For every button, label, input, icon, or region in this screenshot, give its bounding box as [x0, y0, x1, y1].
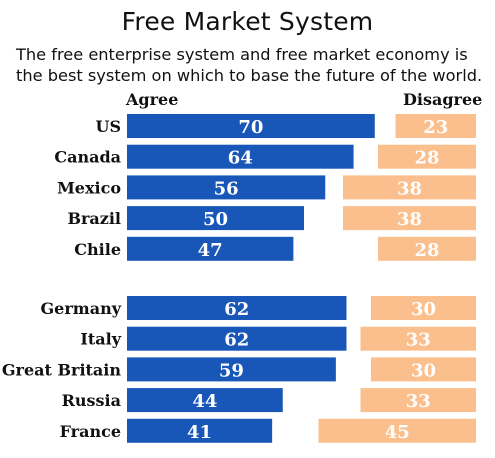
agree-value-france: 41 [187, 422, 212, 443]
category-label-chile: Chile [74, 240, 121, 259]
agree-value-russia: 44 [192, 391, 217, 412]
agree-bar-mexico [127, 175, 326, 200]
disagree-value-russia: 33 [406, 391, 431, 412]
agree-column-header: Agree [126, 90, 179, 109]
disagree-value-mexico: 38 [397, 178, 422, 199]
disagree-value-france: 45 [385, 422, 410, 443]
disagree-value-canada: 28 [414, 148, 439, 169]
category-label-france: France [60, 422, 121, 441]
agree-bar-brazil [127, 206, 304, 231]
disagree-bar-russia [360, 388, 476, 413]
category-label-us: US [95, 117, 121, 136]
disagree-bar-brazil [343, 206, 476, 231]
disagree-bar-chile [378, 236, 476, 261]
disagree-value-great-britain: 30 [411, 360, 436, 381]
disagree-column-header: Disagree [403, 90, 483, 109]
disagree-bar-us [395, 114, 476, 138]
agree-bar-great-britain [127, 357, 336, 382]
category-label-mexico: Mexico [57, 178, 121, 197]
agree-bar-france [127, 418, 273, 443]
category-label-brazil: Brazil [67, 209, 121, 228]
category-label-russia: Russia [62, 391, 121, 410]
agree-bar-italy [127, 326, 347, 351]
agree-bar-chile [127, 236, 294, 261]
agree-value-mexico: 56 [214, 178, 239, 199]
disagree-value-chile: 28 [414, 240, 439, 261]
agree-bar-us [127, 114, 375, 138]
agree-bar-canada [127, 144, 354, 169]
category-label-germany: Germany [41, 299, 122, 318]
agree-value-brazil: 50 [203, 209, 228, 230]
agree-value-germany: 62 [224, 299, 249, 320]
disagree-value-italy: 33 [406, 330, 431, 351]
agree-bar-germany [127, 296, 347, 320]
disagree-bar-italy [360, 326, 476, 351]
category-label-great-britain: Great Britain [2, 360, 121, 379]
disagree-bar-france [318, 418, 476, 443]
agree-value-great-britain: 59 [219, 360, 244, 381]
chart-title: Free Market System [121, 7, 374, 36]
agree-value-italy: 62 [224, 330, 249, 351]
agree-value-us: 70 [238, 117, 263, 138]
category-label-italy: Italy [80, 330, 121, 349]
disagree-bar-canada [378, 144, 476, 169]
disagree-value-germany: 30 [411, 299, 436, 320]
disagree-bar-germany [371, 296, 476, 320]
disagree-value-brazil: 38 [397, 209, 422, 230]
category-label-canada: Canada [54, 148, 121, 167]
chart-subtitle: The free enterprise system and free mark… [16, 45, 483, 85]
agree-bar-russia [127, 388, 283, 413]
agree-value-canada: 64 [228, 148, 253, 169]
disagree-value-us: 23 [423, 117, 448, 138]
agree-value-chile: 47 [198, 240, 223, 261]
disagree-bar-mexico [343, 175, 476, 200]
disagree-bar-great-britain [371, 357, 476, 382]
